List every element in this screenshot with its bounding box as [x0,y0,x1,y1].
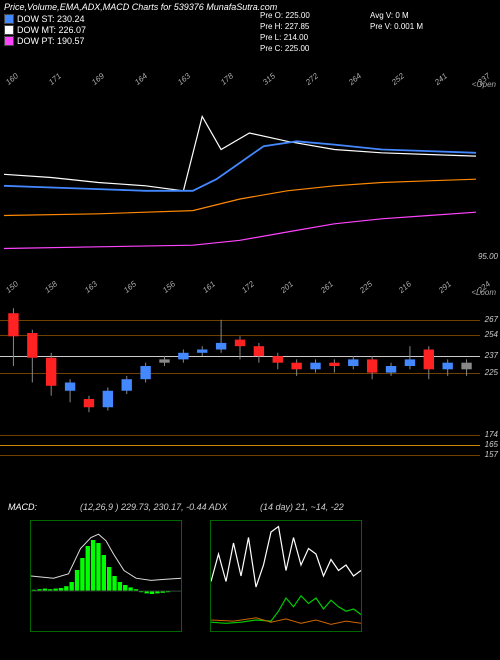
macd-left-header: (12,26,9 ) 229.73, 230.17, -0.44 ADX [80,502,227,512]
macd-panel [30,520,182,632]
quote-col1: Pre O: 225.00Pre H: 227.85Pre L: 214.00P… [260,10,310,54]
legend-item: DOW MT: 226.07 [4,25,86,35]
page-title: Price,Volume,EMA,ADX,MACD Charts for 539… [4,2,277,12]
candlestick-chart [0,300,500,465]
legend-item: DOW PT: 190.57 [4,36,86,46]
quote-col2: Avg V: 0 MPre V: 0.001 M [370,10,423,32]
legend: DOW ST: 230.24DOW MT: 226.07DOW PT: 190.… [4,14,86,47]
top-y-label: 95.00 [478,252,498,261]
legend-item: DOW ST: 230.24 [4,14,86,24]
mid-axis-title: <Loom [471,288,496,297]
top-axis-title: <Open [472,80,496,89]
macd-label: MACD: [8,502,37,512]
top-x-axis: 160171169164163178315272264252241237 [0,80,500,94]
adx-panel [210,520,362,632]
macd-right-header: (14 day) 21, ~14, -22 [260,502,344,512]
macd-header-row: MACD: [8,502,37,512]
ema-line-chart [0,100,500,265]
